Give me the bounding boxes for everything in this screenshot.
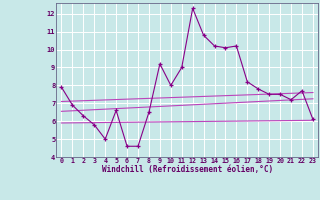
X-axis label: Windchill (Refroidissement éolien,°C): Windchill (Refroidissement éolien,°C)	[102, 165, 273, 174]
